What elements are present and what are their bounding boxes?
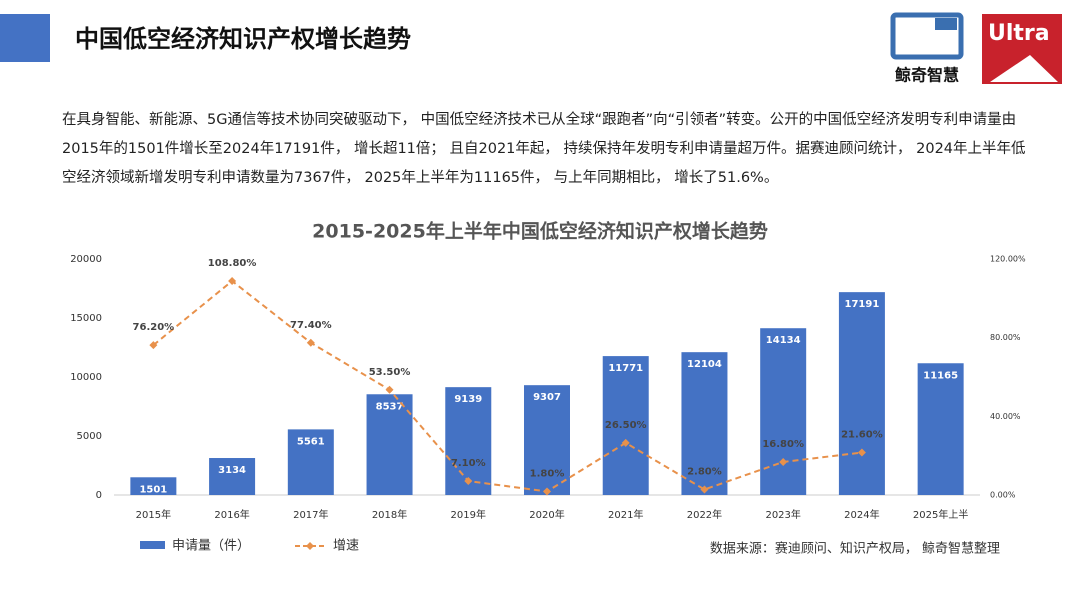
x-tick-label: 2024年 bbox=[844, 508, 879, 521]
bar-label: 9139 bbox=[454, 394, 482, 405]
y2-tick-label: 80.00% bbox=[990, 333, 1021, 342]
rate-marker bbox=[779, 457, 788, 466]
y-tick-label: 10000 bbox=[70, 372, 102, 383]
rate-label: 1.80% bbox=[530, 468, 565, 479]
rate-label: 53.50% bbox=[369, 367, 411, 378]
rate-label: 77.40% bbox=[290, 320, 332, 331]
bar-label: 5561 bbox=[297, 436, 325, 447]
bar-label: 14134 bbox=[766, 335, 801, 346]
rate-marker bbox=[385, 385, 394, 394]
bar bbox=[602, 356, 649, 495]
rate-marker bbox=[464, 477, 473, 486]
bar bbox=[366, 394, 413, 495]
bar-label: 1501 bbox=[139, 484, 167, 495]
y2-tick-label: 0.00% bbox=[990, 491, 1016, 500]
bar bbox=[681, 352, 728, 495]
y2-tick-label: 40.00% bbox=[990, 412, 1021, 421]
x-tick-label: 2020年 bbox=[529, 508, 564, 521]
source: 数据来源：赛迪顾问、知识产权局， 鲸奇智慧整理 bbox=[710, 541, 1000, 557]
x-tick-label: 2015年 bbox=[136, 508, 171, 521]
rate-marker bbox=[621, 438, 630, 447]
paragraph: 在具身智能、新能源、5G通信等技术协同突破驱动下， 中国低空经济技术已从全球“跟… bbox=[62, 112, 1026, 186]
rate-marker bbox=[149, 341, 158, 350]
bar bbox=[209, 458, 256, 495]
ultra-name: Ultra bbox=[988, 21, 1050, 46]
rate-label: 2.80% bbox=[687, 466, 722, 477]
rate-marker bbox=[543, 487, 551, 496]
x-tick-label: 2023年 bbox=[765, 508, 800, 521]
bar bbox=[917, 363, 964, 495]
x-tick-label: 2018年 bbox=[372, 508, 407, 521]
x-tick-label: 2021年 bbox=[608, 508, 643, 521]
rate-label: 7.10% bbox=[451, 458, 486, 469]
rate-label: 16.80% bbox=[762, 439, 804, 450]
bar bbox=[130, 477, 177, 495]
x-tick-label: 2025年上半 bbox=[913, 508, 968, 521]
bar-label: 17191 bbox=[845, 299, 880, 310]
rate-label: 26.50% bbox=[605, 420, 647, 431]
title-block bbox=[0, 14, 50, 62]
chart-title: 2015-2025年上半年中国低空经济知识产权增长趋势 bbox=[312, 220, 768, 243]
bar-label: 9307 bbox=[533, 392, 561, 403]
bar-label: 11165 bbox=[923, 370, 958, 381]
y-tick-label: 20000 bbox=[70, 254, 102, 265]
x-tick-label: 2017年 bbox=[293, 508, 328, 521]
rate-marker bbox=[306, 338, 315, 347]
brand-logo: 鲸奇智慧 bbox=[890, 12, 964, 85]
rate-label: 76.20% bbox=[133, 322, 175, 333]
rate-marker bbox=[228, 277, 237, 286]
bar bbox=[838, 292, 885, 495]
x-tick-label: 2022年 bbox=[687, 508, 722, 521]
bar-label: 11771 bbox=[608, 363, 643, 374]
rate-label: 108.80% bbox=[208, 258, 257, 269]
rate-marker bbox=[857, 448, 866, 457]
bar bbox=[445, 387, 492, 495]
x-tick-label: 2016年 bbox=[214, 508, 249, 521]
rate-line bbox=[152, 279, 863, 493]
bar bbox=[524, 385, 570, 495]
legend-marker bbox=[306, 542, 314, 550]
legend-label: 增速 bbox=[333, 539, 359, 554]
bar bbox=[287, 429, 334, 495]
slide-title: 中国低空经济知识产权增长趋势 bbox=[75, 25, 411, 53]
bar-label: 12104 bbox=[687, 359, 722, 370]
y-tick-label: 15000 bbox=[70, 313, 102, 324]
legend-label: 申请量（件） bbox=[172, 539, 250, 554]
bar-label: 3134 bbox=[218, 465, 246, 476]
ultra-logo: Ultra bbox=[982, 14, 1062, 84]
y-tick-label: 0 bbox=[96, 490, 102, 501]
brand-name: 鲸奇智慧 bbox=[895, 66, 959, 85]
rate-label: 21.60% bbox=[841, 430, 883, 441]
rate-marker bbox=[700, 485, 709, 494]
y-tick-label: 5000 bbox=[77, 431, 102, 442]
y2-tick-label: 120.00% bbox=[990, 255, 1026, 264]
legend-swatch bbox=[140, 541, 165, 549]
bar-label: 8537 bbox=[376, 401, 404, 412]
bar bbox=[760, 328, 807, 495]
x-tick-label: 2019年 bbox=[451, 508, 486, 521]
